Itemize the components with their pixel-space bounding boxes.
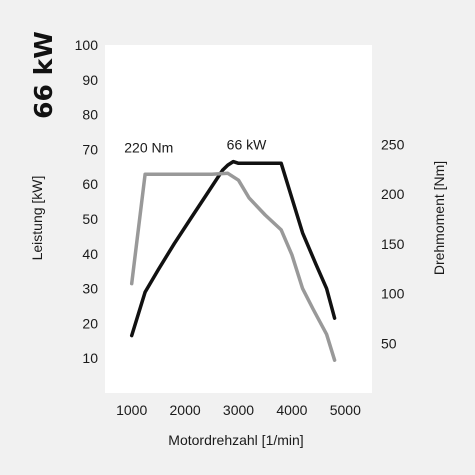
annotation-label: 220 Nm [124, 139, 173, 155]
series-line-drehmoment [129, 171, 337, 362]
y-left-tick-label: 80 [82, 107, 98, 123]
x-tick-label: 1000 [116, 402, 147, 418]
y-right-tick-label: 250 [381, 136, 405, 152]
x-tick-label: 3000 [223, 402, 254, 418]
y-left-tick-label: 70 [82, 141, 98, 157]
x-tick-label: 4000 [276, 402, 307, 418]
y-left-tick-label: 30 [82, 281, 98, 297]
annotation-label: 66 kW [227, 136, 267, 152]
x-axis-ticks: 1000 2000 3000 4000 5000 [116, 402, 361, 418]
y-right-tick-label: 50 [381, 335, 397, 351]
y-left-tick-label: 60 [82, 176, 98, 192]
left-axis-ticks: 10 20 30 40 50 60 70 80 90 100 [75, 37, 99, 366]
y-left-tick-label: 20 [82, 315, 98, 331]
y-right-tick-label: 150 [381, 236, 405, 252]
y-right-tick-label: 200 [381, 186, 405, 202]
y-axis-left-label: Leistung [kW] [29, 176, 45, 261]
y-left-tick-label: 100 [75, 37, 99, 53]
annotations: 66 kW 220 Nm [124, 136, 267, 155]
right-axis-ticks: 50 100 150 200 250 [381, 136, 405, 351]
x-axis-label: Motordrehzahl [1/min] [168, 432, 303, 448]
y-right-tick-label: 100 [381, 286, 405, 302]
plot-area [105, 45, 372, 393]
y-left-tick-label: 90 [82, 72, 98, 88]
y-axis-right-label: Drehmoment [Nm] [431, 161, 447, 275]
y-left-tick-label: 10 [82, 350, 98, 366]
x-tick-label: 5000 [330, 402, 361, 418]
chart-title: 66 kW [29, 31, 58, 119]
y-left-tick-label: 40 [82, 246, 98, 262]
series-lines [129, 159, 337, 362]
series-line-leistung [129, 159, 337, 338]
x-tick-label: 2000 [170, 402, 201, 418]
y-left-tick-label: 50 [82, 211, 98, 227]
